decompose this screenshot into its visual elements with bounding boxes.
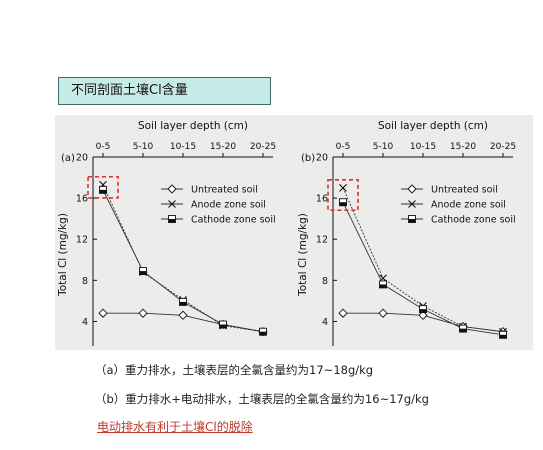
panel-a-y-tick-label: 4 — [82, 317, 88, 328]
panel-a-y-axis-title: Total Cl (mg/kg) — [57, 213, 69, 297]
panel-a-y-tick-label: 8 — [82, 276, 88, 287]
panel-a-x-tick-label: 20-25 — [250, 142, 276, 152]
panel-a-point-fill — [139, 271, 147, 275]
panel-b-point — [378, 308, 388, 318]
panel-b-legend-marker — [408, 200, 416, 208]
panel-b-y-tick-label: 20 — [316, 153, 328, 164]
panel-a-point-fill — [179, 301, 187, 306]
panel-a-legend-marker — [167, 184, 177, 194]
panel-a-point — [98, 308, 108, 318]
panel-a-legend-label: Cathode zone soil — [191, 215, 276, 226]
slide-title: 不同剖面土壤Cl含量 — [58, 77, 271, 105]
panel-b-point-fill — [419, 309, 427, 313]
caption-a: （a）重力排水，土壤表层的全氯含量约为17~18g/kg — [95, 363, 374, 377]
panel-b-x-tick-label: 10-15 — [410, 142, 436, 152]
panel-b-point-fill — [499, 334, 507, 339]
panel-a-top-axis-title: Soil layer depth (cm) — [138, 120, 248, 132]
panel-b-point-fill — [339, 202, 347, 206]
panel-b-panel-label: (b) — [301, 153, 315, 164]
panel-a-legend-label: Untreated soil — [191, 185, 258, 196]
panel-a-series-line — [102, 189, 264, 333]
figure-panel: Soil layer depth (cm) 0-5 5-10 10-15 15-20 20… — [55, 115, 533, 350]
panel-b-point — [338, 308, 348, 318]
panel-b-point-fill — [459, 328, 467, 333]
panel-a-point — [178, 310, 188, 320]
panel-b-legend-marker — [407, 184, 417, 194]
panel-b-y-tick-label: 16 — [316, 194, 328, 205]
panel-a-highlight-box — [87, 175, 119, 199]
panel-b-legend-label: Untreated soil — [431, 185, 498, 196]
panel-b-x-tick-label: 15-20 — [450, 142, 476, 152]
panel-a-legend-label: Anode zone soil — [191, 200, 266, 211]
caption-b: （b）重力排水+电动排水，土壤表层的全氯含量约为16~17g/kg — [95, 392, 429, 406]
panel-a-y-tick-label: 16 — [76, 194, 88, 205]
panel-a-point — [138, 308, 148, 318]
chart-svg: Soil layer depth (cm) 0-5 5-10 10-15 15-20 20… — [57, 120, 516, 346]
panel-b-legend-label: Cathode zone soil — [431, 215, 516, 226]
panel-b-top-axis-title: Soil layer depth (cm) — [378, 120, 488, 132]
panel-a-panel-label: (a) — [61, 153, 75, 164]
panel-a-x-tick-label: 10-15 — [170, 142, 196, 152]
panel-b-y-axis-title: Total Cl (mg/kg) — [297, 213, 309, 297]
panel-b-point-fill — [379, 284, 387, 288]
panel-b-y-tick-label: 8 — [322, 276, 328, 287]
panel-b-y-tick-label: 12 — [316, 235, 328, 246]
panel-b-point — [418, 310, 428, 320]
panel-a-point-fill — [259, 331, 267, 336]
panel-a-legend-marker-fill — [168, 219, 176, 223]
panel-a-x-tick-label: 5-10 — [133, 142, 154, 152]
panel-a-y-tick-label: 20 — [76, 153, 88, 164]
conclusion-link[interactable]: 电动排水有利于土壤Cl的脱除 — [97, 420, 253, 434]
panel-a-x-tick-label: 0-5 — [96, 142, 111, 152]
panel-a-y-tick-label: 12 — [76, 235, 88, 246]
panel-b-point — [339, 183, 347, 192]
panel-b-highlight-box — [327, 179, 359, 212]
panel-a-point-fill — [219, 324, 227, 329]
panel-b-y-tick-label: 4 — [322, 317, 328, 328]
panel-b-x-tick-label: 0-5 — [336, 142, 351, 152]
panel-b-legend-label: Anode zone soil — [431, 200, 506, 211]
panel-a-legend-marker — [168, 200, 176, 208]
panel-b-legend-marker-fill — [408, 219, 416, 223]
panel-a-x-tick-label: 15-20 — [210, 142, 236, 152]
panel-b-x-tick-label: 20-25 — [490, 142, 516, 152]
panel-a-point-fill — [99, 189, 107, 194]
panel-b-x-tick-label: 5-10 — [373, 142, 394, 152]
